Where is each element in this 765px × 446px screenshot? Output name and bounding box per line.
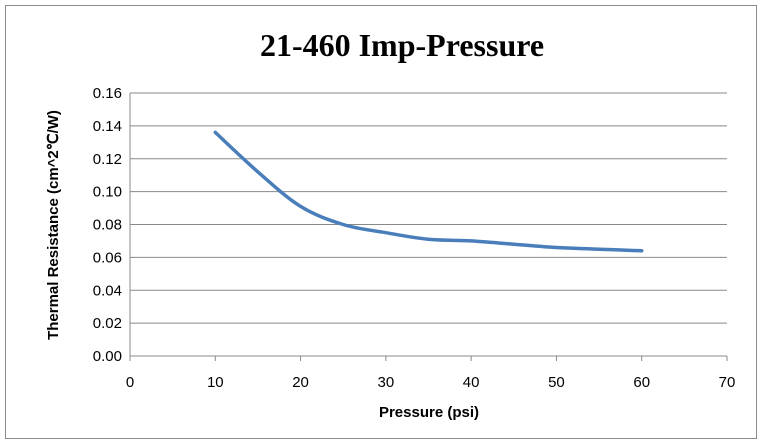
series-layer [213, 130, 644, 253]
x-tick-labels: 0 10 20 30 40 50 60 70 [126, 374, 736, 391]
x-tick-label: 60 [633, 374, 650, 391]
y-tick-label: 0.10 [93, 184, 122, 201]
y-tick-label: 0.16 [93, 85, 122, 102]
x-tick-label: 50 [548, 374, 565, 391]
x-tick-label: 30 [378, 374, 395, 391]
y-tick-label: 0.04 [93, 282, 122, 299]
gridlines [130, 92, 727, 324]
x-axis-title: Pressure (psi) [379, 404, 479, 421]
x-tick-label: 10 [207, 374, 224, 391]
x-tick-label: 0 [126, 374, 134, 391]
y-tick-label: 0.12 [93, 151, 122, 168]
y-tick-label: 0.00 [93, 348, 122, 365]
x-tick-label: 70 [719, 374, 736, 391]
y-tick-label: 0.06 [93, 249, 122, 266]
y-tick-label: 0.02 [93, 315, 122, 332]
y-tick-label: 0.08 [93, 217, 122, 234]
chart-title: 21-460 Imp-Pressure [260, 27, 544, 63]
y-axis-title: Thermal Resistance (cm^2℃/W) [45, 110, 62, 340]
y-tick-labels: 0.00 0.02 0.04 0.06 0.08 0.10 0.12 0.14 0.16 [93, 85, 122, 365]
y-tick-label: 0.14 [93, 118, 122, 135]
x-tick-label: 40 [463, 374, 480, 391]
axes [129, 93, 728, 361]
series-line [213, 130, 644, 253]
x-tick-label: 20 [292, 374, 309, 391]
